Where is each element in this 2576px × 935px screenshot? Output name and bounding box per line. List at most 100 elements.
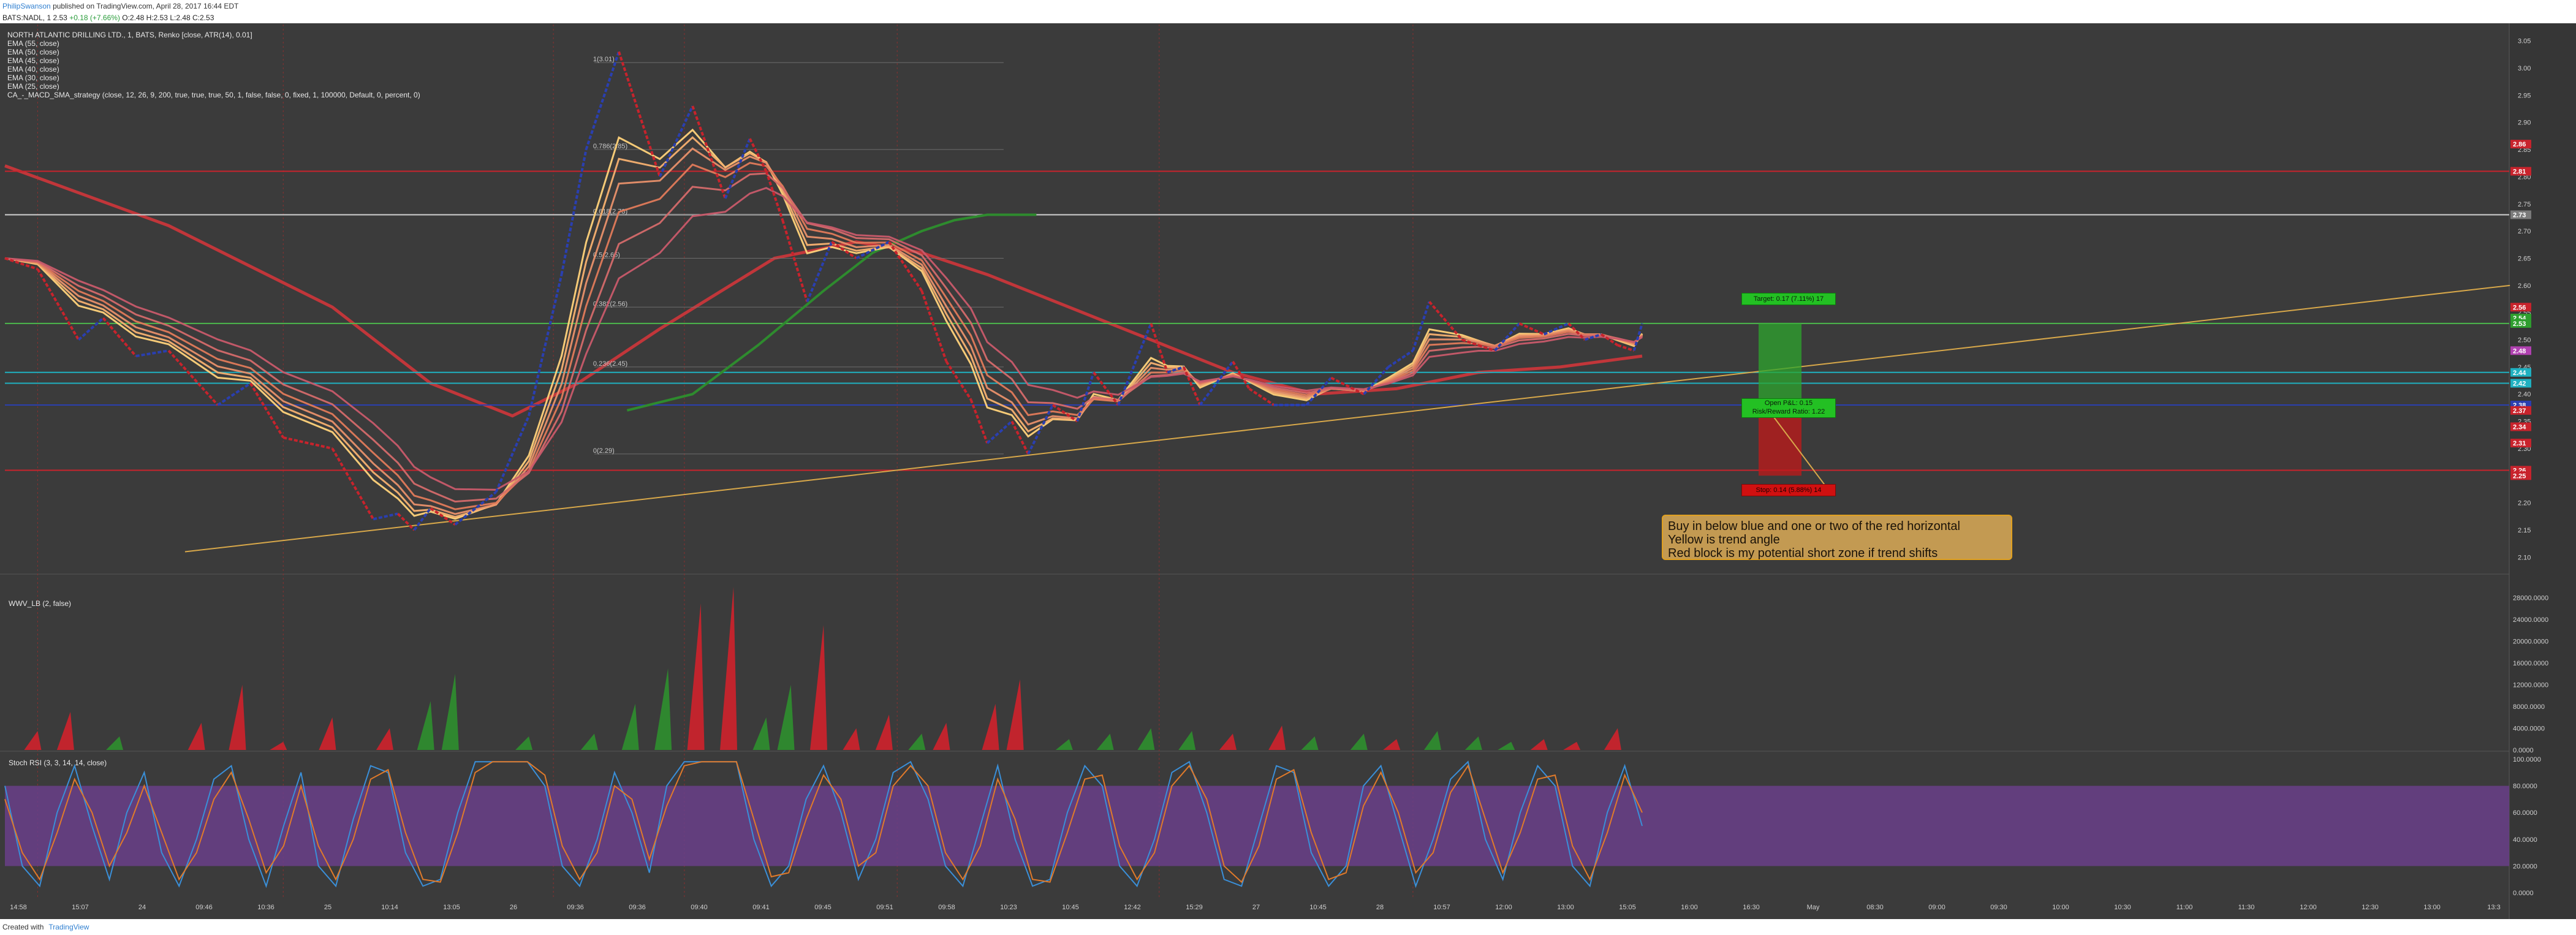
- price-tag-bg-1: [2510, 167, 2531, 176]
- tradingview-brand-link[interactable]: TradingView: [48, 923, 89, 931]
- renko-segment-48: [1305, 377, 1332, 406]
- main-legend-title: NORTH ATLANTIC DRILLING LTD., 1, BATS, R…: [7, 31, 252, 39]
- fib-label-6: 0(2.29): [593, 447, 615, 455]
- price-tag-bg-6: [2510, 346, 2531, 355]
- stoch-axis-tick-4: 20.0000: [2513, 863, 2537, 870]
- renko-segment-41: [1150, 323, 1169, 373]
- price-axis-tick-0: 3.05: [2518, 38, 2531, 45]
- legend-item-ema55: EMA (55, close): [7, 39, 59, 48]
- price-tag-bg-2: [2510, 210, 2531, 219]
- volume-bar-36: [1498, 741, 1515, 750]
- volume-bar-23: [982, 703, 999, 750]
- renko-segment-38: [1076, 372, 1095, 422]
- renko-segment-33: [969, 399, 989, 444]
- volume-bar-38: [1563, 741, 1581, 750]
- volume-bar-19: [843, 728, 860, 750]
- volume-bar-35: [1464, 736, 1482, 750]
- stoch-axis-tick-2: 60.0000: [2513, 809, 2537, 817]
- price-tag-12: 2.31: [2513, 440, 2526, 447]
- volume-bar-4: [229, 684, 246, 750]
- volume-bar-28: [1178, 730, 1196, 750]
- price-axis-tick-1: 3.00: [2518, 65, 2531, 72]
- renko-segment-20: [618, 51, 661, 178]
- renko-segment-49: [1330, 376, 1365, 396]
- open-pl-label[interactable]: Open P&L: 0.15 Risk/Reward Ratio: 1.22: [1741, 398, 1836, 418]
- volume-bar-0: [24, 730, 42, 750]
- renko-segment-24: [748, 138, 768, 172]
- ohlc-values: O:2.48 H:2.53 L:2.48 C:2.53: [122, 13, 214, 22]
- renko-segment-55: [1478, 344, 1496, 352]
- time-axis-tick-27: 16:00: [1681, 904, 1698, 911]
- volume-bar-26: [1096, 733, 1114, 750]
- volume-axis-tick-6: 4000.0000: [2513, 725, 2545, 733]
- position-arrow: [1764, 404, 1833, 496]
- volume-bar-27: [1137, 728, 1155, 750]
- volume-axis-tick-7: 0.0000: [2513, 747, 2534, 754]
- price-tag-bg-8: [2510, 379, 2531, 388]
- time-axis-tick-38: 12:30: [2362, 904, 2379, 911]
- volume-bar-12: [621, 703, 639, 750]
- volume-bar-9: [441, 673, 459, 750]
- time-axis-tick-21: 10:45: [1309, 904, 1327, 911]
- last-price: 2.53: [53, 13, 67, 22]
- time-axis-tick-6: 10:14: [381, 904, 398, 911]
- time-axis-tick-40: 13:3: [2487, 904, 2500, 911]
- renko-segment-62: [1617, 344, 1635, 352]
- renko-segment-12: [396, 512, 415, 531]
- price-axis-tick-17: 2.20: [2518, 500, 2531, 507]
- renko-segment-4: [102, 317, 137, 357]
- legend-item-ema40: EMA (40, close): [7, 65, 59, 74]
- renko-segment-11: [373, 512, 398, 521]
- legend-item-ema25: EMA (25, close): [7, 82, 59, 91]
- volume-axis-tick-2: 20000.0000: [2513, 638, 2548, 646]
- volume-bar-11: [580, 733, 598, 750]
- renko-segment-1: [4, 257, 39, 271]
- volume-bar-1: [56, 711, 74, 750]
- time-axis-tick-18: 12:42: [1124, 904, 1141, 911]
- stoch-axis-tick-5: 0.0000: [2513, 890, 2534, 897]
- time-axis-tick-25: 13:00: [1557, 904, 1574, 911]
- stoch-axis-tick-3: 40.0000: [2513, 836, 2537, 844]
- price-axis-tick-3: 2.90: [2518, 119, 2531, 127]
- stop-label[interactable]: Stop: 0.14 (5.88%) 14: [1741, 484, 1836, 496]
- time-axis-tick-1: 15:07: [72, 904, 89, 911]
- author-link[interactable]: PhilipSwanson: [2, 2, 51, 10]
- volume-bar-39: [1604, 728, 1621, 750]
- time-axis-tick-19: 15:29: [1186, 904, 1203, 911]
- annotation-note[interactable]: Buy in below blue and one or two of the …: [1662, 515, 2012, 560]
- volume-bar-16: [752, 717, 770, 750]
- renko-segment-58: [1543, 322, 1569, 336]
- volume-axis-tick-1: 24000.0000: [2513, 616, 2548, 624]
- volume-axis-tick-3: 16000.0000: [2513, 660, 2548, 667]
- target-label[interactable]: Target: 0.17 (7.11%) 17: [1741, 293, 1836, 305]
- volume-bar-22: [933, 722, 950, 750]
- time-axis-tick-35: 11:00: [2176, 904, 2193, 911]
- time-axis-tick-11: 09:40: [691, 904, 708, 911]
- volume-bar-34: [1424, 730, 1441, 750]
- renko-segment-18: [560, 149, 588, 275]
- annotation-line-3: Red block is my potential short zone if …: [1668, 547, 1938, 560]
- price-axis-tick-2: 2.95: [2518, 92, 2531, 99]
- ema-ribbon-line-0: [4, 128, 1643, 520]
- chart-area[interactable]: 1(3.01) 0.786(2.85) 0.618(2.73) 0.5(2.65) 0.…: [0, 23, 2576, 919]
- price-tag-5: 2.53: [2513, 320, 2526, 328]
- price-axis-tick-13: 2.40: [2518, 391, 2531, 398]
- volume-bar-29: [1219, 733, 1237, 750]
- price-tag-bg-10: [2510, 406, 2531, 415]
- renko-segment-54: [1461, 338, 1479, 347]
- volume-bar-8: [417, 701, 434, 750]
- header: PhilipSwanson published on TradingView.c…: [0, 0, 2576, 23]
- renko-segment-30: [888, 241, 923, 292]
- price-tag-10: 2.37: [2513, 407, 2526, 415]
- renko-segment-34: [986, 420, 1013, 444]
- time-axis-tick-22: 28: [1376, 904, 1384, 911]
- time-axis-tick-36: 11:30: [2238, 904, 2255, 911]
- renko-segment-2: [36, 268, 80, 341]
- volume-axis-tick-4: 12000.0000: [2513, 682, 2548, 689]
- time-axis-tick-34: 10:30: [2114, 904, 2131, 911]
- time-axis-tick-8: 26: [510, 904, 517, 911]
- renko-segment-31: [920, 290, 948, 362]
- chart-svg[interactable]: 1(3.01)0.786(2.85)0.618(2.73)0.5(2.65)0.…: [0, 23, 2576, 919]
- fib-label-1: 0.786(2.85): [593, 143, 627, 150]
- created-with: Created with: [2, 923, 44, 931]
